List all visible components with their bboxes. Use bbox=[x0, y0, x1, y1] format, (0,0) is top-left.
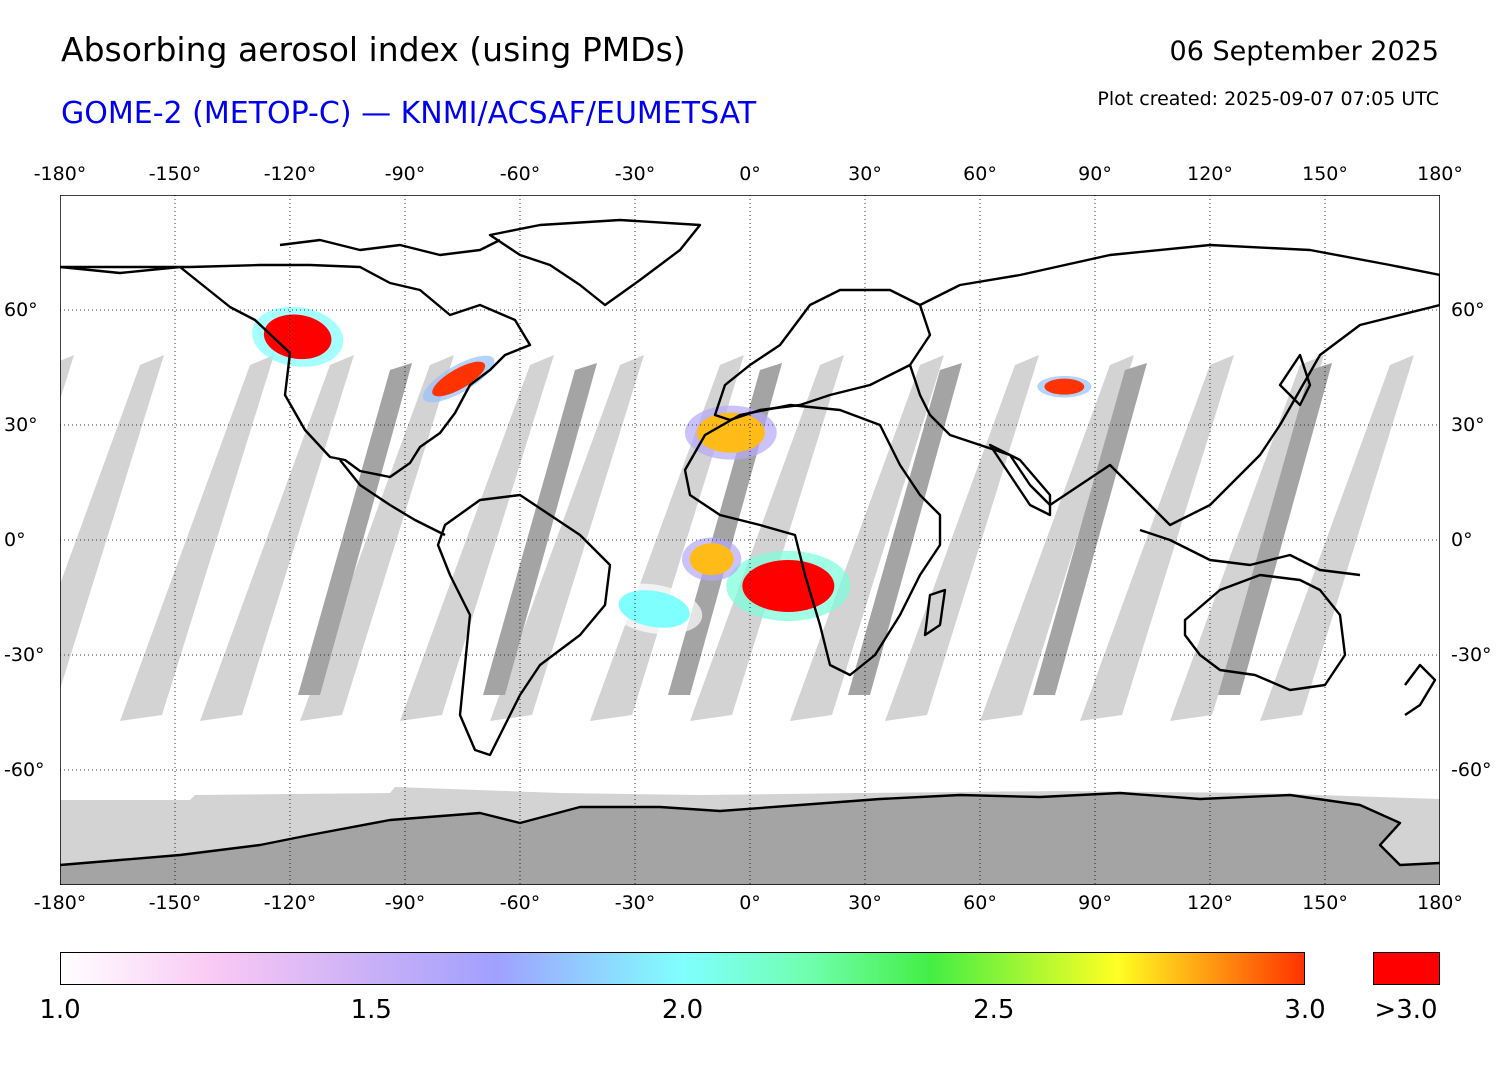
colorbar bbox=[60, 952, 1305, 985]
plume-core bbox=[432, 361, 486, 397]
coastline bbox=[683, 403, 942, 677]
no-data-swath bbox=[690, 355, 844, 721]
lon-tick-label: -120° bbox=[263, 163, 317, 185]
lat-tick-label: 60° bbox=[4, 299, 38, 321]
lat-tick-label: 60° bbox=[1451, 299, 1485, 321]
no-data-swath bbox=[120, 355, 274, 721]
colorbar-tick-label: 2.5 bbox=[973, 995, 1015, 1025]
lon-tick-label: 30° bbox=[848, 163, 882, 185]
lon-tick-label: -90° bbox=[384, 163, 426, 185]
lon-tick-label: 120° bbox=[1187, 892, 1233, 914]
coastline bbox=[1183, 573, 1347, 692]
map-title: Absorbing aerosol index (using PMDs) bbox=[61, 30, 686, 69]
no-data-swath bbox=[1080, 355, 1234, 721]
dark-swath bbox=[483, 363, 597, 695]
colorbar-tick-label: 2.0 bbox=[661, 995, 704, 1025]
aerosol-plume-canada-smoke bbox=[252, 306, 344, 367]
aerosol-plume-sahara-west bbox=[684, 405, 777, 460]
lat-tick-label: 30° bbox=[4, 414, 38, 436]
world-map bbox=[60, 195, 1440, 885]
lon-tick-label: -30° bbox=[614, 163, 656, 185]
aerosol-plumes bbox=[252, 306, 1092, 635]
lon-tick-label: 0° bbox=[739, 163, 761, 185]
colorbar-tick-label: 1.0 bbox=[39, 995, 81, 1025]
lon-tick-label: 150° bbox=[1302, 892, 1348, 914]
dark-swath bbox=[1218, 363, 1332, 695]
lat-tick-label: -60° bbox=[1451, 759, 1492, 781]
plume-core bbox=[1044, 378, 1085, 395]
lat-tick-label: -60° bbox=[4, 759, 45, 781]
dark-swath bbox=[298, 363, 412, 695]
no-data-swath bbox=[790, 355, 944, 721]
dark-swath bbox=[848, 363, 962, 695]
lon-tick-label: -90° bbox=[384, 892, 426, 914]
aerosol-plume-gulf-of-guinea bbox=[681, 537, 742, 581]
plume-core bbox=[742, 560, 835, 612]
lon-tick-label: 120° bbox=[1187, 163, 1233, 185]
lat-tick-label: 0° bbox=[4, 529, 26, 551]
lon-tick-label: -150° bbox=[148, 892, 202, 914]
lon-tick-label: 180° bbox=[1417, 163, 1463, 185]
coastline bbox=[1139, 528, 1361, 577]
colorbar-overflow-label: >3.0 bbox=[1374, 995, 1438, 1025]
lon-tick-label: 60° bbox=[963, 892, 997, 914]
colorbar-overflow-swatch bbox=[1373, 952, 1440, 985]
no-data-swath bbox=[1260, 355, 1414, 721]
no-data-swath bbox=[1170, 355, 1324, 721]
lon-tick-label: -30° bbox=[614, 892, 656, 914]
lon-tick-label: 60° bbox=[963, 163, 997, 185]
coastline bbox=[923, 588, 947, 637]
coastline bbox=[1278, 353, 1312, 407]
no-data-swath bbox=[300, 355, 454, 721]
lon-tick-label: 30° bbox=[848, 892, 882, 914]
coastline bbox=[908, 243, 1440, 527]
lon-tick-label: 0° bbox=[739, 892, 761, 914]
no-data-swath bbox=[400, 355, 554, 721]
lat-tick-label: -30° bbox=[1451, 644, 1492, 666]
aerosol-plume-us-east-coast bbox=[422, 355, 495, 403]
lon-tick-label: 150° bbox=[1302, 163, 1348, 185]
lat-tick-label: 30° bbox=[1451, 414, 1485, 436]
lon-tick-label: 90° bbox=[1078, 892, 1112, 914]
aerosol-plume-angola-fires bbox=[726, 550, 851, 622]
lon-tick-label: -180° bbox=[33, 892, 87, 914]
no-data-swath bbox=[200, 355, 354, 721]
lat-tick-label: 0° bbox=[1451, 529, 1473, 551]
plume-core bbox=[689, 543, 734, 576]
coastline bbox=[339, 459, 446, 537]
no-data-swath bbox=[980, 355, 1134, 721]
map-date: 06 September 2025 bbox=[1169, 36, 1439, 67]
coastline bbox=[1404, 663, 1437, 716]
no-data-swath bbox=[490, 355, 644, 721]
dark-swath bbox=[1033, 363, 1147, 695]
colorbar-tick-label: 3.0 bbox=[1284, 995, 1326, 1025]
lat-tick-label: -30° bbox=[4, 644, 45, 666]
coastlines bbox=[60, 218, 1440, 867]
plume-core bbox=[696, 412, 765, 453]
no-data-swath bbox=[60, 355, 74, 400]
coastline bbox=[60, 791, 1440, 867]
lon-tick-label: 180° bbox=[1417, 892, 1463, 914]
coastline bbox=[988, 443, 1052, 517]
aerosol-plume-south-atlantic bbox=[606, 583, 703, 635]
no-data-swath bbox=[885, 355, 1039, 721]
lon-tick-label: -60° bbox=[499, 892, 541, 914]
plume-core bbox=[618, 590, 690, 628]
lon-tick-label: 90° bbox=[1078, 163, 1112, 185]
aerosol-plume-himalaya bbox=[1037, 375, 1092, 398]
no-data-swaths bbox=[60, 355, 1414, 721]
map-subtitle: GOME-2 (METOP-C) — KNMI/ACSAF/EUMETSAT bbox=[61, 96, 757, 131]
graticule bbox=[60, 195, 1440, 885]
lon-tick-label: -60° bbox=[499, 163, 541, 185]
coastline bbox=[60, 263, 532, 479]
lon-tick-label: -120° bbox=[263, 892, 317, 914]
coastline bbox=[279, 238, 501, 257]
lon-tick-label: -180° bbox=[33, 163, 87, 185]
coastline bbox=[488, 218, 702, 307]
plot-created-timestamp: Plot created: 2025-09-07 07:05 UTC bbox=[1097, 88, 1439, 110]
lon-tick-label: -150° bbox=[148, 163, 202, 185]
plume-core bbox=[263, 314, 332, 360]
colorbar-tick-label: 1.5 bbox=[350, 995, 392, 1025]
